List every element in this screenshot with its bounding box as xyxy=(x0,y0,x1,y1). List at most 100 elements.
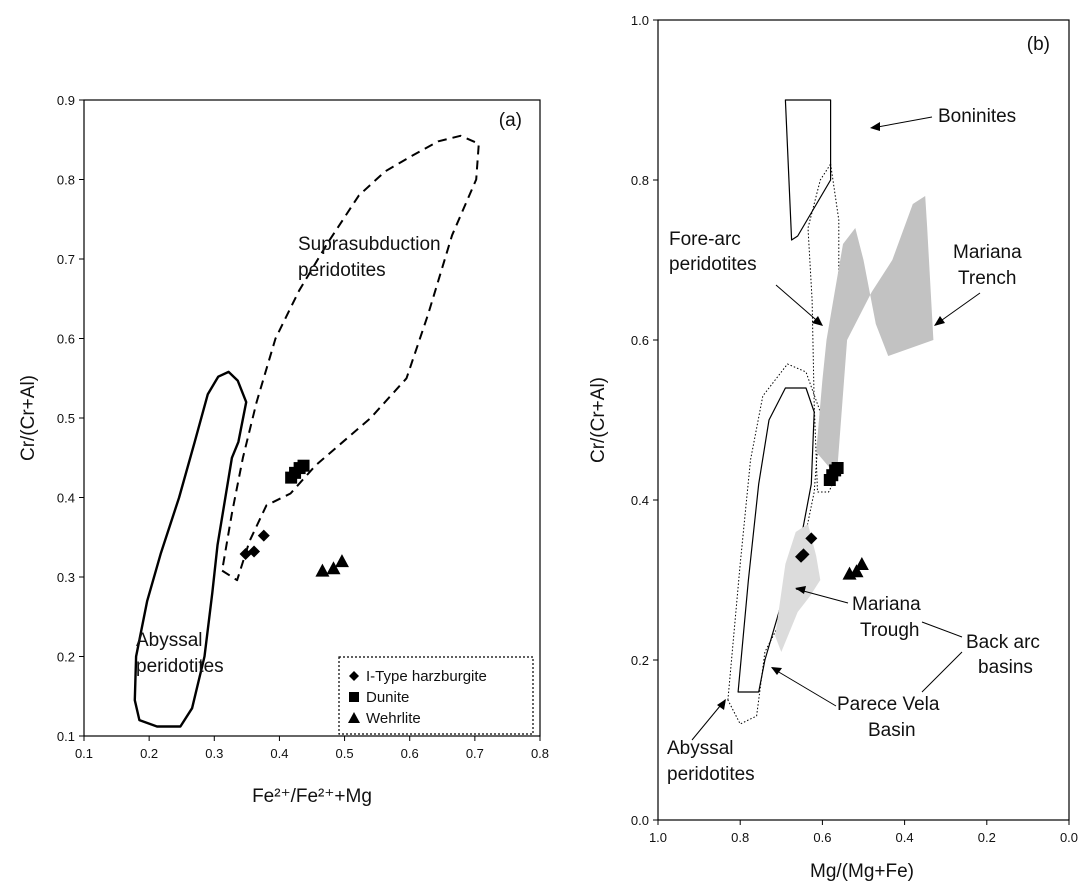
label-abyssal-a-2: peridotites xyxy=(136,656,224,677)
point-wehrlite xyxy=(326,561,341,575)
x-tick-label: 0.4 xyxy=(270,746,288,761)
legend-box xyxy=(338,656,534,735)
legend-marker-dunite xyxy=(349,692,359,702)
x-tick-label: 0.6 xyxy=(401,746,419,761)
arrow-parece-head xyxy=(771,667,782,675)
label-abyssal-b: Abyssal xyxy=(667,738,734,759)
x-tick-label: 0.2 xyxy=(978,830,996,845)
legend: I-Type harzburgite Dunite Wehrlite xyxy=(338,656,534,735)
legend-item-i-type-harzburgite: I-Type harzburgite xyxy=(366,668,487,685)
field-abyssal-peridotites xyxy=(133,370,248,728)
y-tick-label: 0.6 xyxy=(631,333,649,348)
y-tick-label: 0.0 xyxy=(631,813,649,828)
label-boninites: Boninites xyxy=(938,106,1016,127)
y-tick-label: 0.9 xyxy=(57,93,75,108)
x-tick-label: 1.0 xyxy=(649,830,667,845)
x-tick-label: 0.2 xyxy=(140,746,158,761)
legend-marker-wehrlite xyxy=(348,712,360,723)
y-tick-label: 0.3 xyxy=(57,570,75,585)
arrow-boninites-head xyxy=(870,122,880,131)
x-tick-label: 0.7 xyxy=(466,746,484,761)
panel-b-label: (b) xyxy=(1027,34,1050,55)
y-tick-label: 0.5 xyxy=(57,411,75,426)
field-boninites xyxy=(784,99,832,241)
field-suprasubduction-peridotites xyxy=(221,134,480,582)
y-tick-label: 0.6 xyxy=(57,332,75,347)
x-tick-label: 0.3 xyxy=(205,746,223,761)
x-tick-label: 0.8 xyxy=(731,830,749,845)
y-tick-label: 1.0 xyxy=(631,13,649,28)
arrow-abyssal-b-head xyxy=(717,699,726,710)
panel-a-ylabel: Cr/(Cr+Al) xyxy=(18,375,39,461)
y-tick-label: 0.8 xyxy=(631,173,649,188)
arrow-boninites xyxy=(871,116,933,129)
label-mariana-trough: Mariana xyxy=(852,594,921,615)
panel-a-fields xyxy=(133,134,480,728)
label-suprasubduction-2: peridotites xyxy=(298,260,386,281)
point-wehrlite xyxy=(334,554,349,568)
field-mariana-trench xyxy=(816,196,934,476)
arrow-trench-head xyxy=(934,316,945,326)
panel-b-points xyxy=(795,462,869,580)
point-i-type-harzburgite xyxy=(239,547,252,560)
y-tick-label: 0.1 xyxy=(57,729,75,744)
panel-a: 0.1 0.2 0.3 0.4 0.5 0.6 0.7 0.8 0.1 0.2 0.3 0.4 0.5 0… xyxy=(18,93,549,807)
arrow-backarc-2 xyxy=(921,651,963,693)
panel-b-xlabel: Mg/(Mg+Fe) xyxy=(810,861,914,882)
point-i-type-harzburgite xyxy=(805,532,818,545)
point-wehrlite xyxy=(854,557,869,570)
x-tick-label: 0.4 xyxy=(896,830,914,845)
point-i-type-harzburgite xyxy=(257,529,270,542)
x-tick-label: 0.0 xyxy=(1060,830,1078,845)
legend-item-wehrlite: Wehrlite xyxy=(366,710,421,727)
label-mariana-trench-2: Trench xyxy=(958,268,1016,289)
legend-item-dunite: Dunite xyxy=(366,689,409,706)
arrow-parece xyxy=(771,667,837,707)
legend-marker-i-type-harzburgite xyxy=(349,671,359,681)
panel-a-label: (a) xyxy=(499,110,522,131)
panel-a-ticks: 0.1 0.2 0.3 0.4 0.5 0.6 0.7 0.8 0.1 0.2 0.3 0.4 0.5 0… xyxy=(57,93,549,761)
point-wehrlite xyxy=(849,564,864,578)
arrow-backarc-1 xyxy=(921,621,963,638)
point-i-type-harzburgite xyxy=(797,548,810,561)
panel-a-points xyxy=(239,459,349,577)
arrow-forearc-head xyxy=(812,316,823,326)
x-tick-label: 0.8 xyxy=(531,746,549,761)
x-tick-label: 0.5 xyxy=(336,746,354,761)
arrow-trough xyxy=(795,588,849,604)
point-dunite xyxy=(297,459,310,472)
legend-markers xyxy=(348,671,360,723)
annotation-arrows xyxy=(691,116,981,741)
y-tick-label: 0.2 xyxy=(631,653,649,668)
x-tick-label: 0.6 xyxy=(813,830,831,845)
x-tick-label: 0.1 xyxy=(75,746,93,761)
panel-a-xlabel: Fe²⁺/Fe²⁺+Mg xyxy=(252,786,372,807)
label-parece-vela-2: Basin xyxy=(868,720,916,741)
label-parece-vela: Parece Vela xyxy=(837,694,940,715)
point-i-type-harzburgite xyxy=(248,545,261,558)
field-abyssal-peridotites-inner xyxy=(737,387,815,693)
point-wehrlite xyxy=(315,563,330,577)
arrow-forearc xyxy=(775,284,823,326)
label-back-arc-2: basins xyxy=(978,657,1033,678)
label-abyssal-b-2: peridotites xyxy=(667,764,755,785)
panel-b-ticks: 1.0 0.8 0.6 0.4 0.2 0.0 0.0 0.2 0.4 0.6 0.8 1.0 xyxy=(631,13,1078,845)
point-dunite xyxy=(831,462,844,474)
panel-b-ylabel: Cr/(Cr+Al) xyxy=(588,377,609,463)
y-tick-label: 0.7 xyxy=(57,252,75,267)
label-forearc-2: peridotites xyxy=(669,254,757,275)
panel-b: 1.0 0.8 0.6 0.4 0.2 0.0 0.0 0.2 0.4 0.6 0.8 1.0 (b)… xyxy=(588,13,1078,882)
label-mariana-trench: Mariana xyxy=(953,242,1022,263)
y-tick-label: 0.2 xyxy=(57,650,75,665)
y-tick-label: 0.8 xyxy=(57,173,75,188)
label-forearc: Fore-arc xyxy=(669,229,741,250)
label-abyssal-a: Abyssal xyxy=(136,630,203,651)
panel-b-plot-frame xyxy=(657,19,1070,821)
label-suprasubduction: Suprasubduction xyxy=(298,234,441,255)
y-tick-label: 0.4 xyxy=(631,493,649,508)
y-tick-label: 0.4 xyxy=(57,491,75,506)
arrow-trough-head xyxy=(795,586,806,594)
label-back-arc: Back arc xyxy=(966,632,1040,653)
label-mariana-trough-2: Trough xyxy=(860,620,920,641)
